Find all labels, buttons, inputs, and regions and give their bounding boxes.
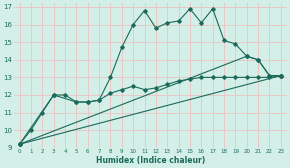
X-axis label: Humidex (Indice chaleur): Humidex (Indice chaleur): [96, 156, 205, 164]
